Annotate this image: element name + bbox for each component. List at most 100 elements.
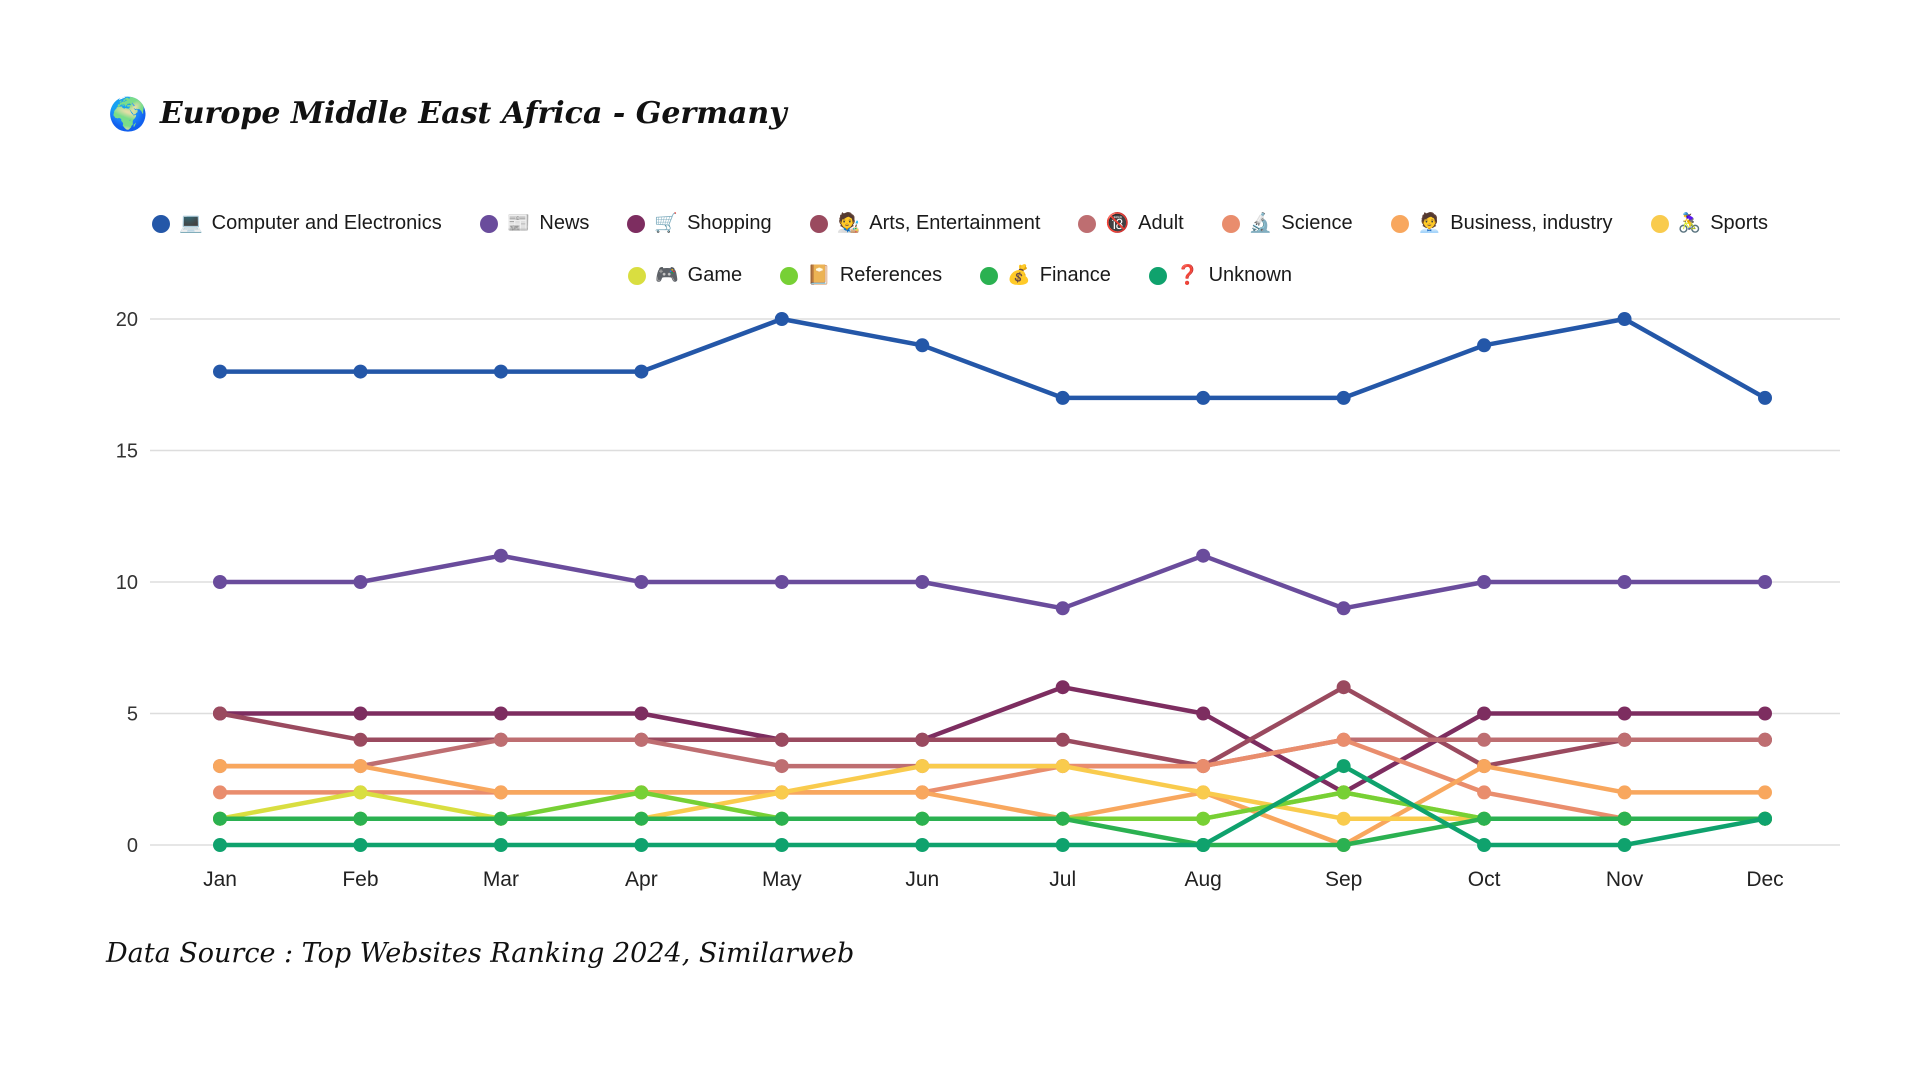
legend-item: 💰 Finance bbox=[980, 264, 1111, 287]
data-point bbox=[1336, 680, 1351, 695]
legend-item-label: Finance bbox=[1039, 264, 1111, 286]
data-point bbox=[1196, 706, 1211, 721]
data-point bbox=[634, 785, 649, 800]
legend-item-label: Science bbox=[1281, 212, 1353, 234]
legend-color-dot bbox=[780, 266, 799, 285]
data-point bbox=[1055, 390, 1070, 405]
legend-color-dot bbox=[1148, 266, 1167, 285]
y-axis-tick-label: 10 bbox=[116, 572, 138, 594]
data-point bbox=[213, 759, 227, 774]
data-point bbox=[774, 312, 789, 326]
data-point bbox=[1196, 390, 1211, 405]
data-source-note: Data Source : Top Websites Ranking 2024,… bbox=[106, 938, 855, 969]
data-point bbox=[634, 732, 649, 747]
legend-item: 🛒 Shopping bbox=[627, 212, 772, 235]
category-emoji-icon: 💰 bbox=[1007, 265, 1031, 286]
data-point bbox=[634, 575, 649, 589]
data-point bbox=[1758, 785, 1772, 800]
series-line-computer-and-electronics bbox=[217, 316, 1768, 401]
series-line-shopping bbox=[217, 684, 1768, 795]
data-point bbox=[1617, 312, 1632, 326]
chart-header: 🌍 Europe Middle East Africa - Germany bbox=[108, 96, 787, 131]
category-emoji-icon: 🔬 bbox=[1248, 213, 1273, 234]
data-point bbox=[634, 364, 649, 379]
legend-item-label: Adult bbox=[1138, 212, 1184, 234]
data-point bbox=[493, 364, 508, 379]
category-emoji-icon: ❓ bbox=[1175, 265, 1200, 286]
data-point bbox=[493, 732, 508, 747]
data-point bbox=[774, 838, 789, 852]
data-point bbox=[353, 575, 368, 589]
data-point bbox=[353, 811, 368, 826]
legend-item: 🎮 Game bbox=[628, 264, 742, 287]
legend-color-dot bbox=[151, 214, 170, 233]
legend-item: 🧑‍🎨 Arts, Entertainment bbox=[809, 212, 1041, 235]
data-point bbox=[1336, 759, 1351, 774]
data-point bbox=[1758, 390, 1772, 405]
series-line-unknown bbox=[217, 763, 1768, 848]
x-axis-month-label: May bbox=[762, 868, 802, 891]
legend-item-label: Shopping bbox=[687, 212, 772, 234]
data-point bbox=[1336, 811, 1351, 826]
legend-item-label: Arts, Entertainment bbox=[869, 212, 1041, 234]
data-point bbox=[353, 364, 368, 379]
data-point bbox=[1758, 811, 1772, 826]
data-point bbox=[915, 338, 930, 353]
data-point bbox=[1196, 759, 1211, 774]
data-point bbox=[774, 785, 789, 800]
legend-row-1: 💻 Computer and Electronics 📰 News 🛒 Shop… bbox=[0, 212, 1920, 235]
data-point bbox=[1617, 785, 1632, 800]
category-emoji-icon: 🚴‍♀️ bbox=[1677, 213, 1702, 234]
legend-color-dot bbox=[1390, 214, 1409, 233]
legend-item: 📰 News bbox=[479, 212, 590, 235]
data-point bbox=[1758, 732, 1772, 747]
data-point bbox=[213, 575, 227, 589]
data-point bbox=[915, 575, 930, 589]
data-point bbox=[1617, 838, 1632, 852]
legend-item: 📔 References bbox=[780, 264, 942, 287]
legend-color-dot bbox=[809, 214, 828, 233]
data-point bbox=[1196, 785, 1211, 800]
data-point bbox=[213, 811, 227, 826]
legend-color-dot bbox=[628, 266, 646, 285]
data-point bbox=[1336, 390, 1351, 405]
data-point bbox=[1617, 575, 1632, 589]
data-point bbox=[1196, 811, 1211, 826]
legend-item: 🧑‍💼 Business, industry bbox=[1390, 212, 1613, 235]
legend-color-dot bbox=[980, 266, 999, 285]
data-point bbox=[493, 548, 508, 563]
data-point bbox=[774, 575, 789, 589]
data-point bbox=[213, 838, 227, 852]
data-point bbox=[213, 785, 227, 800]
legend-color-dot bbox=[627, 214, 646, 233]
category-emoji-icon: 🧑‍💼 bbox=[1417, 213, 1442, 234]
legend-color-dot bbox=[1650, 214, 1669, 233]
legend-item: 💻 Computer and Electronics bbox=[151, 212, 442, 235]
category-emoji-icon: 📔 bbox=[807, 265, 831, 286]
data-point bbox=[353, 706, 368, 721]
data-point bbox=[634, 811, 649, 826]
series-line-finance bbox=[217, 816, 1768, 848]
legend-item-label: Business, industry bbox=[1450, 212, 1613, 234]
data-point bbox=[1196, 548, 1211, 563]
x-axis-month-label: Jul bbox=[1049, 868, 1076, 891]
x-axis-month-label: Aug bbox=[1184, 868, 1221, 891]
data-point bbox=[915, 759, 930, 774]
series-line-business-industry bbox=[217, 763, 1768, 848]
category-emoji-icon: 🔞 bbox=[1105, 213, 1130, 234]
legend-item-label: News bbox=[539, 212, 590, 234]
data-point bbox=[1477, 759, 1492, 774]
data-point bbox=[915, 838, 930, 852]
data-point bbox=[1055, 811, 1070, 826]
line-chart: 0 5 10 15 20 Jan Feb Mar Apr May Jun Jul Aug Sep Oct No… bbox=[116, 309, 1840, 891]
legend-item: 🔬 Science bbox=[1221, 212, 1353, 235]
data-point bbox=[1477, 785, 1492, 800]
data-point bbox=[1758, 575, 1772, 589]
data-point bbox=[1055, 680, 1070, 695]
legend-item-label: Computer and Electronics bbox=[211, 212, 442, 234]
x-axis-month-label: Feb bbox=[342, 868, 378, 891]
legend-item: 🚴‍♀️ Sports bbox=[1650, 212, 1768, 235]
data-point bbox=[1055, 732, 1070, 747]
y-axis-tick-label: 15 bbox=[116, 441, 138, 463]
data-point bbox=[1336, 785, 1351, 800]
